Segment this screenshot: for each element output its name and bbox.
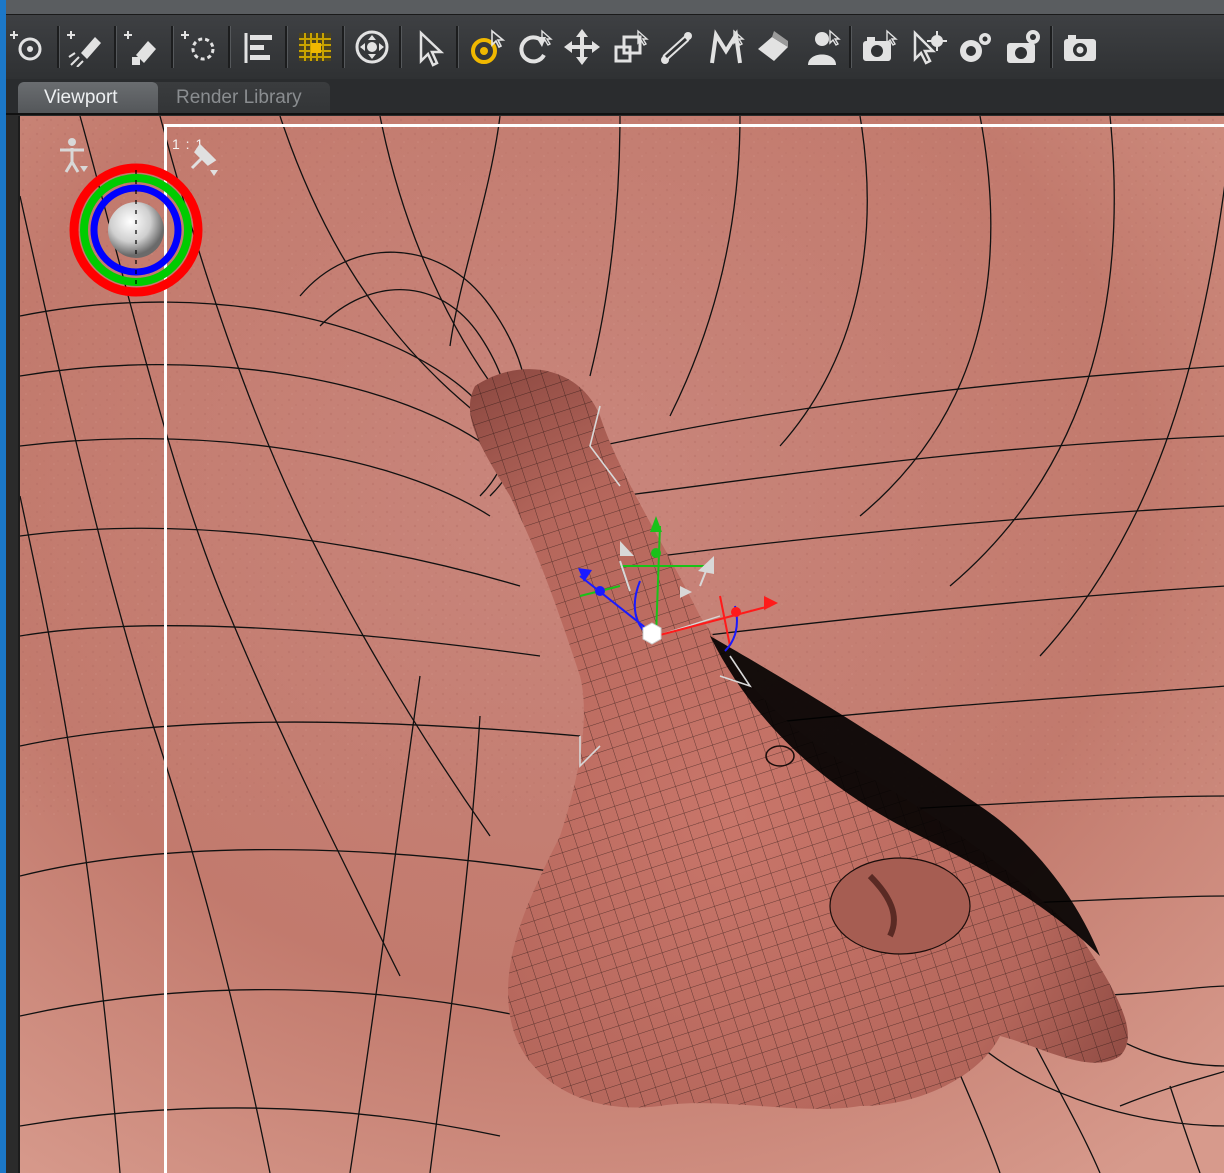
active-pose-tool-button[interactable]: [903, 23, 951, 71]
toolbar-separator: [285, 26, 288, 68]
joint-editor-tool-button[interactable]: [462, 23, 510, 71]
surface-selection-tool-button[interactable]: [750, 23, 798, 71]
universal-navigate-icon: [355, 30, 389, 64]
align-icon: [244, 33, 272, 63]
toolbar-separator: [114, 26, 117, 68]
bone-tool-icon: [661, 32, 692, 64]
tab-viewport[interactable]: Viewport: [18, 82, 158, 113]
window-top-strip: [0, 0, 1224, 15]
rotate-tool-icon: [519, 29, 553, 64]
face-wire-mesh: [20, 116, 1224, 1173]
mesh-wireframe-scene[interactable]: [20, 116, 1224, 1173]
toolbar-separator: [849, 26, 852, 68]
scale-tool-button[interactable]: [606, 23, 654, 71]
camera-ring-outer: [69, 163, 203, 297]
figure-view-icon[interactable]: [54, 136, 90, 181]
scale-tool-icon: [614, 29, 649, 63]
camera-tool-icon: [863, 29, 898, 61]
pane-tab-bar: Render Library Viewport: [0, 79, 1224, 115]
toolbar-separator: [1050, 26, 1053, 68]
render-camera-settings-button[interactable]: [999, 23, 1047, 71]
create-spotlight-button[interactable]: [63, 23, 111, 71]
create-null-button[interactable]: [6, 23, 54, 71]
translate-tool-button[interactable]: [558, 23, 606, 71]
node-selection-tool-button[interactable]: [405, 23, 453, 71]
surface-selection-tool-icon: [758, 31, 788, 61]
bone-tool-button[interactable]: [654, 23, 702, 71]
aspect-ratio-label: 1 : 1: [172, 136, 205, 152]
main-toolbar: [0, 15, 1224, 79]
create-distant-light-button[interactable]: [120, 23, 168, 71]
viewport-canvas[interactable]: 1 : 1: [18, 116, 1224, 1173]
nose-mesh: [469, 369, 1128, 1109]
node-selection-tool-icon: [419, 30, 445, 67]
create-spotlight-icon: [67, 31, 101, 67]
render-button[interactable]: [1056, 23, 1104, 71]
render-camera-settings-icon: [1007, 30, 1040, 63]
render-frame-top-border: [164, 124, 1224, 127]
render-settings-icon: [960, 33, 991, 62]
morph-tool-icon: [710, 29, 745, 64]
create-distant-light-icon: [124, 31, 156, 65]
toolbar-separator: [342, 26, 345, 68]
window-left-edge: [0, 0, 6, 1173]
figure-tool-button[interactable]: [798, 23, 846, 71]
render-settings-button[interactable]: [951, 23, 999, 71]
grid-pattern-button[interactable]: [291, 23, 339, 71]
toolbar-separator: [171, 26, 174, 68]
create-point-light-icon: [181, 31, 215, 61]
toolbar-separator: [57, 26, 60, 68]
toolbar-separator: [456, 26, 459, 68]
render-icon: [1064, 35, 1096, 61]
transform-gizmo: [578, 405, 778, 768]
create-point-light-button[interactable]: [177, 23, 225, 71]
morph-tool-button[interactable]: [702, 23, 750, 71]
joint-editor-tool-icon: [471, 29, 506, 64]
rotate-tool-button[interactable]: [510, 23, 558, 71]
grid-pattern-icon: [299, 33, 331, 61]
toolbar-separator: [228, 26, 231, 68]
tab-render-library[interactable]: Render Library: [150, 82, 330, 113]
translate-tool-icon: [564, 29, 600, 65]
pin-icon[interactable]: [182, 138, 222, 183]
align-button[interactable]: [234, 23, 282, 71]
create-null-icon: [10, 31, 42, 61]
camera-tool-button[interactable]: [855, 23, 903, 71]
active-pose-tool-icon: [913, 29, 947, 65]
camera-orbit-control[interactable]: [66, 160, 206, 300]
render-frame-left-border: [164, 124, 167, 1173]
universal-navigate-button[interactable]: [348, 23, 396, 71]
figure-tool-icon: [808, 29, 841, 65]
toolbar-separator: [399, 26, 402, 68]
